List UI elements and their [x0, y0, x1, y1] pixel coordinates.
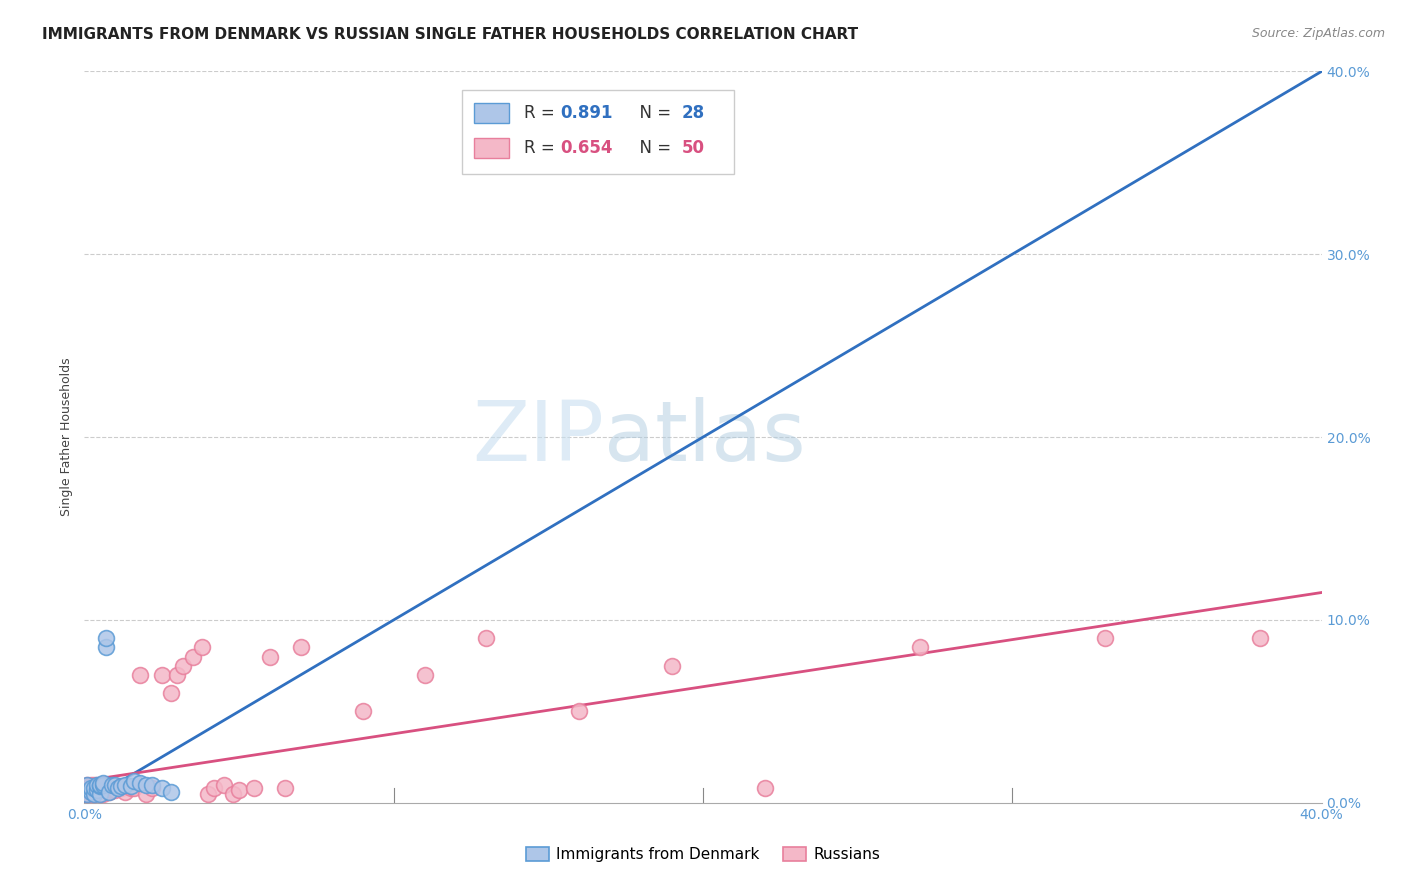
Point [89, 787, 111, 801]
Point [79, 783, 101, 797]
Text: N =: N = [628, 139, 676, 157]
Point [150, 781, 173, 796]
Point [89, 780, 111, 794]
Point [83, 781, 105, 796]
Point [197, 787, 219, 801]
Point [222, 787, 245, 801]
Point [160, 686, 183, 700]
Point [1094, 632, 1116, 646]
Text: 28: 28 [682, 104, 704, 122]
Text: R =: R = [523, 104, 560, 122]
Point [290, 640, 312, 655]
Point [83, 787, 105, 801]
Point [661, 658, 683, 673]
Text: 50: 50 [682, 139, 704, 157]
Text: 0.654: 0.654 [561, 139, 613, 157]
Y-axis label: Single Father Households: Single Father Households [60, 358, 73, 516]
Point [83, 778, 105, 792]
Point [79, 781, 101, 796]
Point [129, 775, 152, 789]
Point [259, 649, 281, 664]
Text: R =: R = [523, 139, 560, 157]
Text: IMMIGRANTS FROM DENMARK VS RUSSIAN SINGLE FATHER HOUSEHOLDS CORRELATION CHART: IMMIGRANTS FROM DENMARK VS RUSSIAN SINGL… [42, 27, 858, 42]
Point [110, 780, 132, 794]
Point [83, 783, 105, 797]
Point [129, 667, 152, 681]
Point [141, 778, 163, 792]
Point [94, 783, 117, 797]
Point [83, 787, 105, 801]
Point [104, 783, 127, 797]
Point [89, 787, 111, 801]
Text: ZIP: ZIP [472, 397, 605, 477]
Point [101, 778, 124, 792]
Point [104, 778, 127, 792]
Point [1249, 632, 1271, 646]
Point [91, 778, 114, 792]
Point [86, 778, 108, 792]
Point [98, 785, 121, 799]
Point [120, 780, 142, 794]
Point [122, 773, 145, 788]
Point [181, 649, 204, 664]
Point [352, 705, 374, 719]
Point [76, 787, 98, 801]
Point [150, 667, 173, 681]
Point [94, 632, 117, 646]
Text: Source: ZipAtlas.com: Source: ZipAtlas.com [1251, 27, 1385, 40]
Bar [474, 103, 509, 123]
Point [79, 787, 101, 801]
Point [98, 785, 121, 799]
Point [79, 785, 101, 799]
Text: atlas: atlas [605, 397, 806, 477]
Point [107, 780, 129, 794]
Point [91, 781, 114, 796]
Point [160, 785, 183, 799]
Point [76, 778, 98, 792]
Text: 0.891: 0.891 [561, 104, 613, 122]
Point [86, 785, 108, 799]
Legend: Immigrants from Denmark, Russians: Immigrants from Denmark, Russians [520, 841, 886, 868]
Point [107, 781, 129, 796]
Point [202, 781, 225, 796]
Point [191, 640, 214, 655]
Point [114, 778, 136, 792]
Point [475, 632, 498, 646]
Point [101, 783, 124, 797]
Point [568, 705, 591, 719]
Point [91, 775, 114, 789]
Point [86, 778, 108, 792]
Point [166, 667, 188, 681]
Point [79, 778, 101, 792]
Point [89, 778, 111, 792]
Point [89, 778, 111, 792]
Point [172, 658, 194, 673]
Point [908, 640, 931, 655]
Point [110, 781, 132, 796]
Point [122, 781, 145, 796]
Point [114, 785, 136, 799]
Point [76, 787, 98, 801]
Point [243, 781, 266, 796]
Point [212, 778, 235, 792]
Point [86, 783, 108, 797]
Text: N =: N = [628, 104, 676, 122]
Point [135, 778, 157, 792]
Point [274, 781, 297, 796]
Point [120, 781, 142, 796]
Point [76, 778, 98, 792]
Point [754, 781, 776, 796]
Bar [474, 138, 509, 159]
Point [91, 787, 114, 801]
Point [141, 781, 163, 796]
Point [135, 787, 157, 801]
Point [413, 667, 436, 681]
FancyBboxPatch shape [461, 90, 734, 174]
Point [94, 640, 117, 655]
Point [228, 783, 250, 797]
